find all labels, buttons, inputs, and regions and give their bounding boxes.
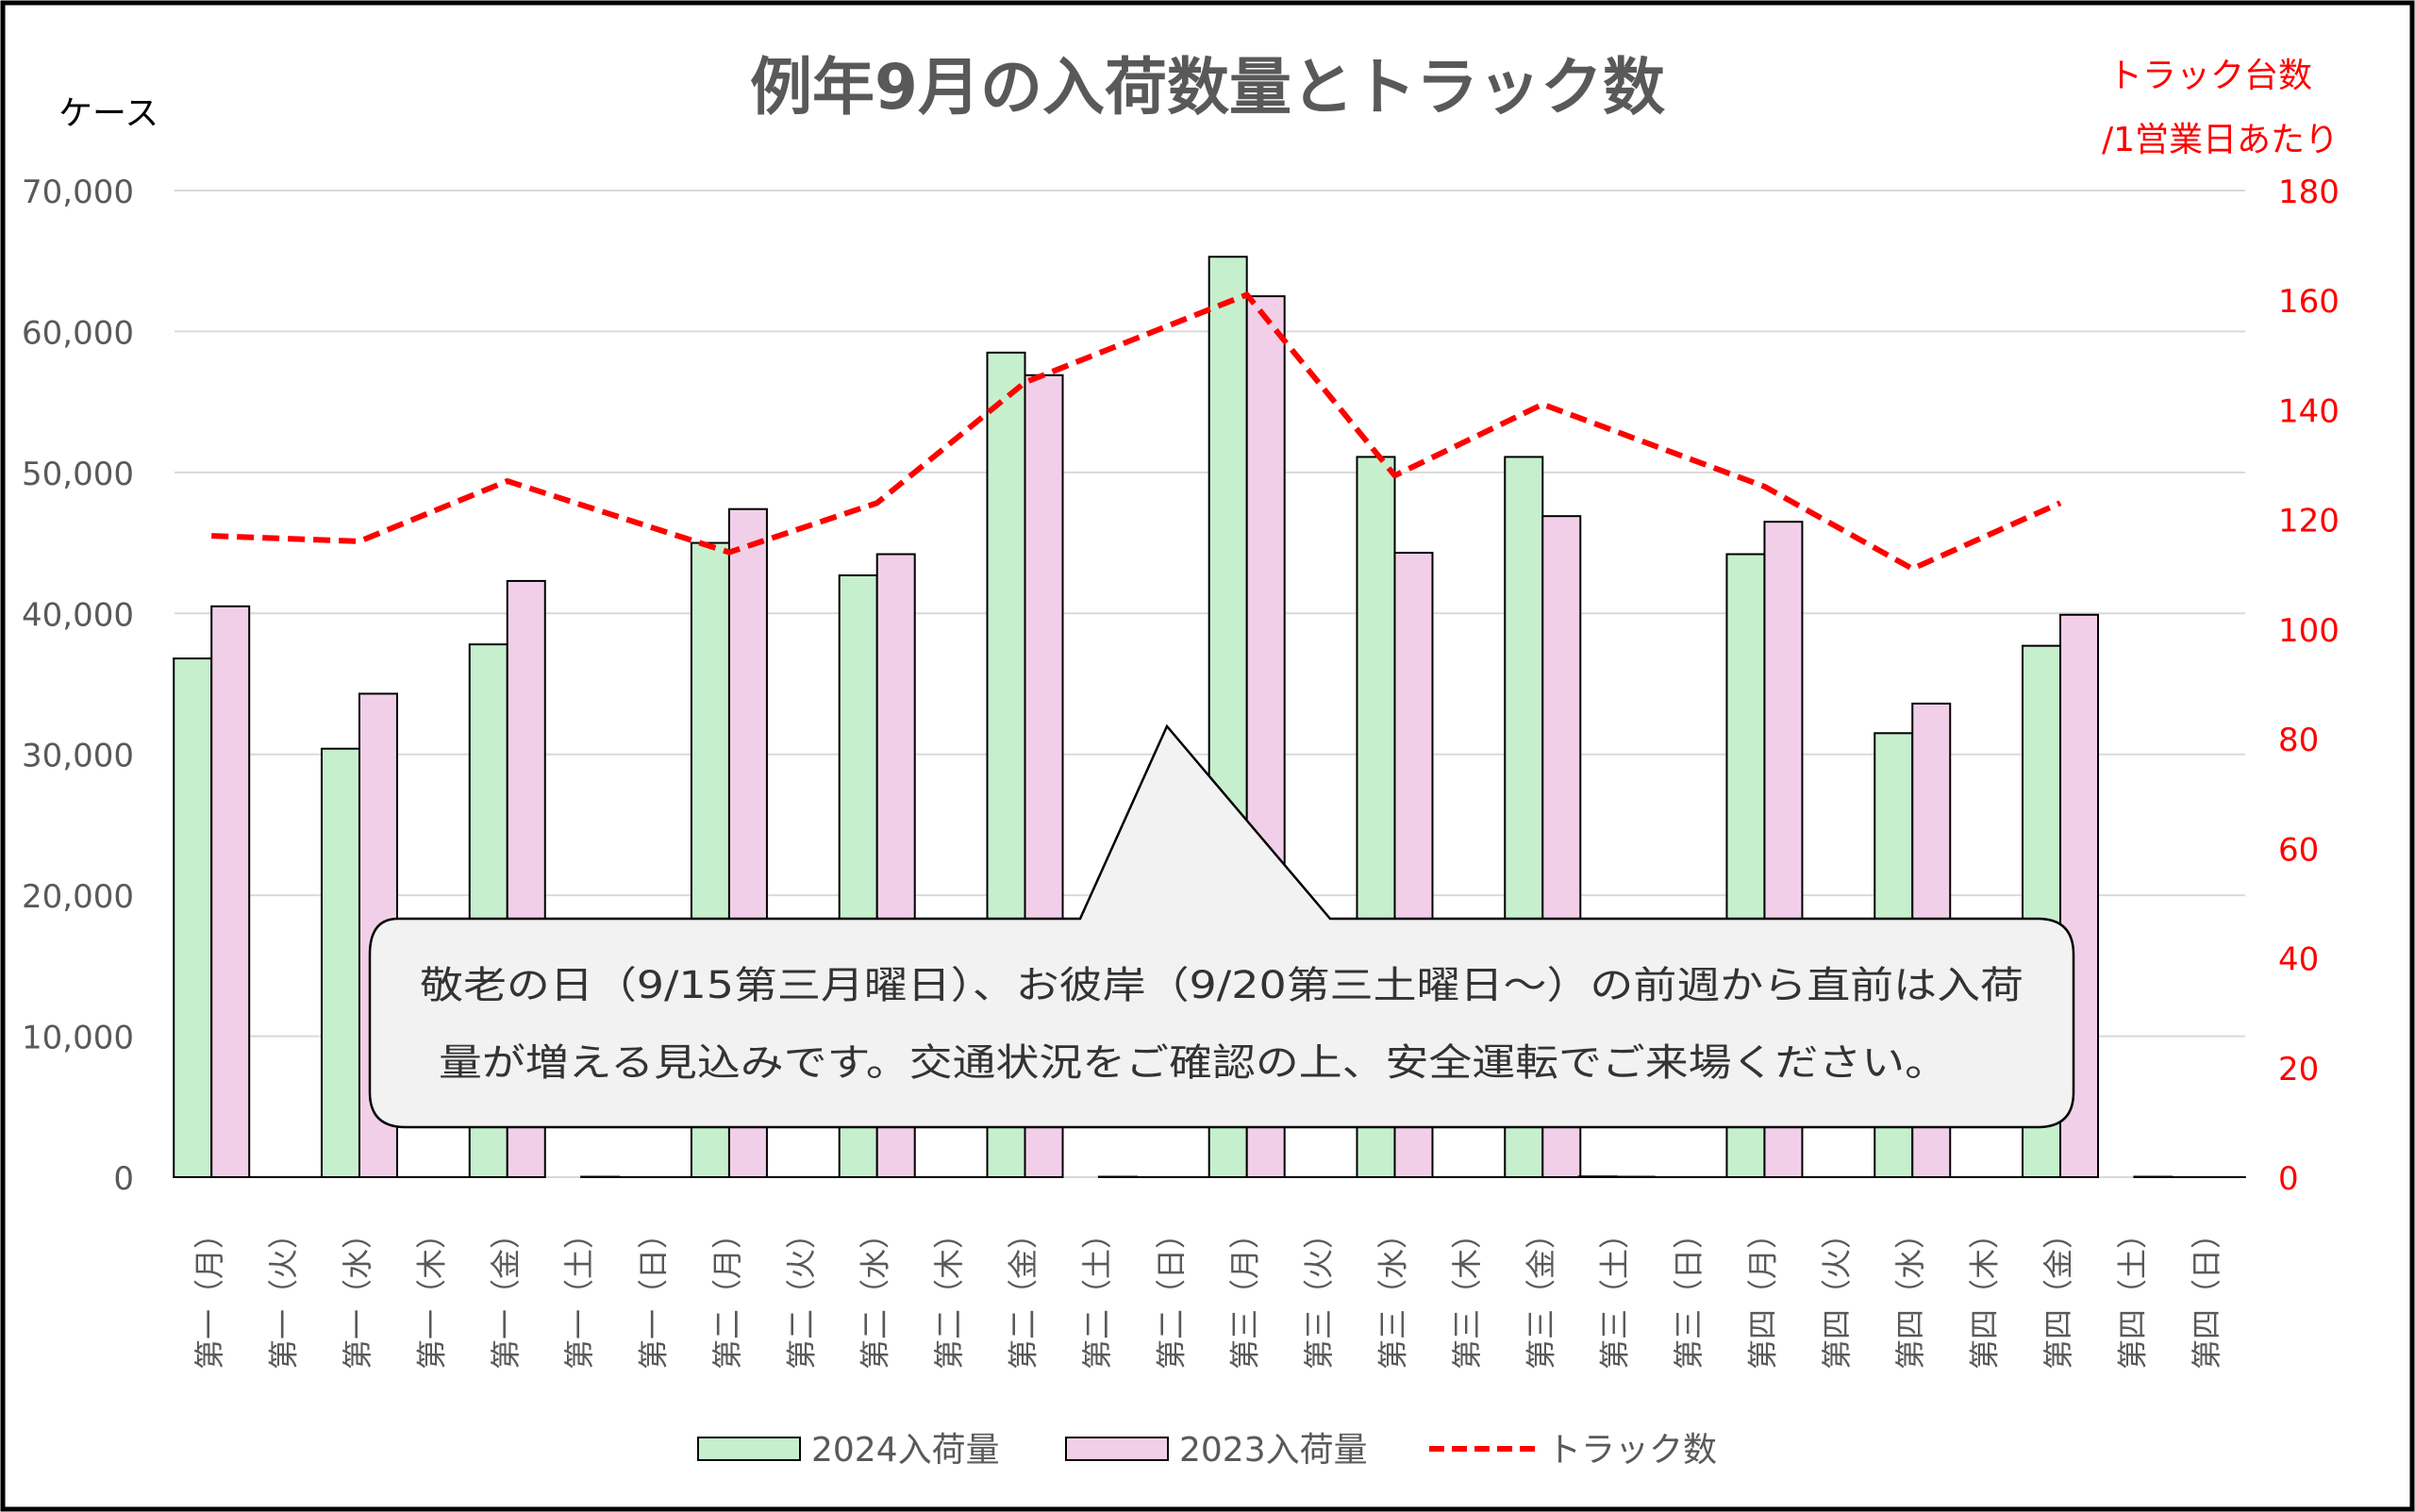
y2-tick-label: 100 bbox=[2278, 612, 2340, 650]
y2-tick-label: 20 bbox=[2278, 1051, 2319, 1088]
y2-tick-label: 120 bbox=[2278, 503, 2340, 540]
callout-text-line1: 敬老の日（9/15第三月曜日）、お彼岸（9/20第三土曜日～）の前週から直前は入… bbox=[420, 964, 2024, 1007]
y-tick-label: 0 bbox=[113, 1160, 134, 1198]
x-tick-label: 第一（金） bbox=[488, 1219, 524, 1370]
legend-label-2024: 2024入荷量 bbox=[811, 1431, 1000, 1470]
y-tick-label: 50,000 bbox=[22, 456, 134, 493]
x-tick-label: 第三（火） bbox=[1301, 1219, 1337, 1370]
truck-line-path bbox=[211, 291, 2062, 572]
y2-axis-label-line2: /1営業日あたり bbox=[2102, 121, 2339, 159]
y2-tick-label: 180 bbox=[2278, 174, 2340, 211]
y2-tick-label: 140 bbox=[2278, 392, 2340, 430]
x-tick-label: 第二（日） bbox=[1153, 1219, 1189, 1370]
legend-label-2023: 2023入荷量 bbox=[1179, 1431, 1368, 1470]
y-tick-label: 30,000 bbox=[22, 738, 134, 775]
y-tick-label: 10,000 bbox=[22, 1020, 134, 1057]
y2-tick-label: 160 bbox=[2278, 283, 2340, 321]
y-tick-label: 40,000 bbox=[22, 596, 134, 634]
y2-tick-label: 0 bbox=[2278, 1160, 2299, 1198]
x-tick-label: 第四（木） bbox=[1967, 1219, 2003, 1370]
x-tick-label: 第一（水） bbox=[340, 1219, 375, 1370]
callout: 敬老の日（9/15第三月曜日）、お彼岸（9/20第三土曜日～）の前週から直前は入… bbox=[368, 723, 2075, 1129]
bar-2024 bbox=[1577, 1175, 1618, 1178]
y-tick-label: 60,000 bbox=[22, 314, 134, 352]
legend: 2024入荷量 2023入荷量 トラック数 bbox=[697, 1431, 1717, 1470]
legend-label-truck: トラック数 bbox=[1547, 1431, 1717, 1470]
truck-line bbox=[211, 291, 2062, 572]
x-tick-label: 第四（日） bbox=[2189, 1219, 2224, 1370]
y-tick-label: 70,000 bbox=[22, 174, 134, 211]
callout-text-line2: 量が増える見込みです。交通状況をご確認の上、安全運転でご来場ください。 bbox=[439, 1041, 1948, 1085]
bar-2024 bbox=[173, 657, 213, 1178]
x-tick-label: 第三（日） bbox=[1671, 1219, 1707, 1370]
y-axis-ticks: 70,000 60,000 50,000 40,000 30,000 20,000 10,0… bbox=[22, 174, 134, 1198]
x-tick-label: 第二（火） bbox=[783, 1219, 819, 1370]
x-axis-labels: 第一（月） 第一（火） 第一（水） 第一（木） 第一（金） 第一（土） 第一（日） 第二（月）… bbox=[192, 1219, 2224, 1370]
x-tick-label: 第四（土） bbox=[2114, 1219, 2150, 1370]
x-tick-label: 第三（月） bbox=[1227, 1219, 1263, 1370]
x-tick-label: 第一（木） bbox=[413, 1219, 449, 1370]
y-axis-label: ケース bbox=[58, 94, 158, 133]
x-tick-label: 第三（木） bbox=[1449, 1219, 1485, 1370]
x-tick-label: 第一（月） bbox=[192, 1219, 227, 1370]
y2-axis-label-line1: トラック台数 bbox=[2108, 57, 2312, 95]
y-tick-label: 20,000 bbox=[22, 878, 134, 916]
x-tick-label: 第二（木） bbox=[931, 1219, 967, 1370]
x-tick-label: 第三（土） bbox=[1597, 1219, 1633, 1370]
x-tick-label: 第三（水） bbox=[1374, 1219, 1410, 1370]
x-tick-label: 第二（水） bbox=[858, 1219, 893, 1370]
y2-tick-label: 80 bbox=[2278, 722, 2319, 759]
x-tick-label: 第一（日） bbox=[636, 1219, 672, 1370]
x-tick-label: 第四（水） bbox=[1892, 1219, 1928, 1370]
x-tick-label: 第四（火） bbox=[1819, 1219, 1855, 1370]
y2-tick-label: 60 bbox=[2278, 831, 2319, 869]
chart-title: 例年9月の入荷数量とトラック数 bbox=[750, 51, 1665, 124]
legend-swatch-2023 bbox=[1065, 1437, 1169, 1461]
bar-2023 bbox=[210, 605, 251, 1178]
x-tick-label: 第四（金） bbox=[2040, 1219, 2076, 1370]
x-tick-label: 第二（土） bbox=[1079, 1219, 1115, 1370]
x-tick-label: 第二（月） bbox=[709, 1219, 745, 1370]
x-tick-label: 第一（火） bbox=[266, 1219, 302, 1370]
x-tick-label: 第一（土） bbox=[561, 1219, 597, 1370]
y2-axis-ticks: 180 160 140 120 100 80 60 40 20 0 bbox=[2278, 174, 2340, 1198]
x-tick-label: 第四（月） bbox=[1744, 1219, 1780, 1370]
callout-bubble bbox=[368, 723, 2075, 1129]
bar-2024 bbox=[320, 747, 360, 1178]
x-tick-label: 第二（金） bbox=[1006, 1219, 1041, 1370]
legend-swatch-2024 bbox=[697, 1437, 801, 1461]
x-tick-label: 第三（金） bbox=[1523, 1219, 1558, 1370]
y2-tick-label: 40 bbox=[2278, 941, 2319, 979]
